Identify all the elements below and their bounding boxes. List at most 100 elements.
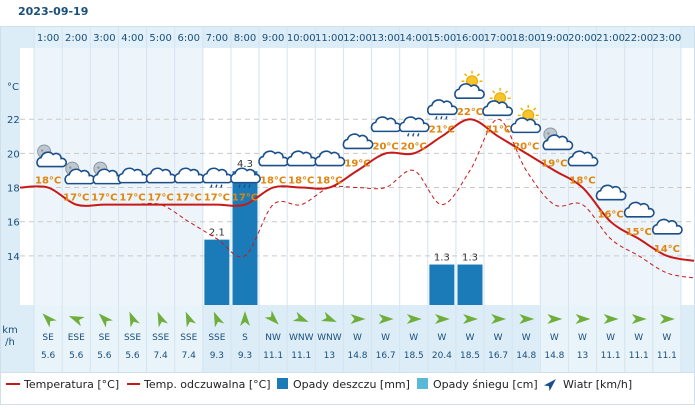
wind-direction-label: W (466, 333, 475, 343)
cloud-shape (595, 184, 627, 201)
wind-direction-label: SSE (124, 333, 141, 343)
forecast-date: 2023-09-19 (18, 5, 89, 18)
night-partly-cloudy-icon (92, 161, 124, 185)
wind-direction-label: SSE (152, 333, 169, 343)
wind-speed-label: 11.1 (629, 351, 649, 361)
wind-direction-label: SE (42, 333, 54, 343)
wind-speed-label: 7.4 (182, 351, 197, 361)
raindrop (220, 184, 223, 188)
temperature-label: 16°C (597, 210, 623, 221)
hour-label: 23:00 (652, 33, 681, 44)
wind-direction-label: WNW (289, 333, 314, 343)
wind-speed-label: 13 (577, 351, 588, 361)
cloud-shape (454, 83, 485, 100)
cloudy-icon (567, 150, 599, 167)
wind-arrow-shape (42, 313, 57, 328)
wind-speed-label: 7.4 (153, 351, 168, 361)
hour-label: 12:00 (343, 33, 372, 44)
wind-arrow-shape (292, 311, 309, 323)
legend-snow-swatch (417, 378, 428, 389)
night-band (652, 26, 681, 372)
cloud-shape (651, 218, 683, 235)
wind-direction-label: NW (265, 333, 281, 343)
raindrop (215, 184, 218, 188)
raindrop (440, 116, 443, 120)
sun-cloud-icon (482, 87, 514, 117)
wind-arrow-shape (378, 314, 394, 324)
wind-arrow-icon (463, 314, 478, 324)
wind-arrow-icon (42, 313, 57, 328)
y-tick-label: 14 (7, 252, 20, 263)
night-partly-cloudy-icon (36, 144, 68, 168)
hour-label: 13:00 (371, 33, 400, 44)
wind-speed-label: 20.4 (432, 351, 452, 361)
raindrop (210, 184, 213, 188)
wind-direction-label: W (353, 333, 362, 343)
hour-label: 11:00 (315, 33, 344, 44)
temperature-label: 18°C (316, 176, 342, 187)
wind-arrow-icon (378, 314, 394, 324)
hour-label: 3:00 (93, 33, 115, 44)
moon-crater (97, 166, 100, 169)
sun-ray (504, 90, 509, 94)
temperature-line (19, 118, 695, 262)
wind-speed-label: 14.8 (347, 351, 367, 361)
wind-direction-label: W (662, 333, 671, 343)
moon-crater (547, 132, 550, 135)
y-tick-label: 20 (7, 149, 20, 160)
hour-label: 16:00 (456, 33, 485, 44)
y-axis-panel (0, 26, 20, 372)
night-band (624, 26, 653, 372)
sun-ray (520, 107, 524, 111)
hour-label: 20:00 (568, 33, 597, 44)
wind-arrow-shape (463, 314, 478, 324)
temperature-label: 22°C (457, 107, 483, 118)
wind-arrow-shape (575, 314, 591, 324)
wind-arrow-icon (547, 314, 563, 324)
wind-arrow-shape (406, 314, 422, 324)
night-band (90, 26, 119, 372)
wind-unit-label: km (2, 325, 18, 336)
temperature-label: 19°C (541, 158, 567, 169)
hour-label: 6:00 (178, 33, 200, 44)
temperature-label: 17°C (91, 193, 117, 204)
wind-arrow-shape (98, 313, 113, 328)
wind-speed-label: 9.3 (238, 351, 252, 361)
wind-arrow-shape (320, 311, 337, 323)
cloud-shape (398, 116, 430, 133)
wind-arrow-icon (406, 314, 422, 324)
cloud-shape (567, 150, 599, 167)
wind-arrow-shape (491, 314, 507, 324)
y-axis-unit: °C (7, 82, 19, 93)
rain-bar (457, 264, 483, 305)
cloud-shape (426, 99, 458, 116)
raindrop (417, 133, 420, 137)
temperature-label: 20°C (513, 141, 539, 152)
night-partly-cloudy-icon (542, 127, 574, 151)
raindrop (435, 116, 438, 120)
temperature-label: 20°C (401, 141, 427, 152)
cloud-shape (542, 134, 574, 151)
wind-arrow-icon (157, 311, 168, 328)
wind-speed-label: 11.1 (601, 351, 621, 361)
wind-direction-label: ESE (68, 333, 85, 343)
y-tick-label: 16 (7, 218, 20, 229)
rain-bar (232, 171, 258, 305)
temperature-label: 18°C (569, 176, 595, 187)
wind-speed-label: 18.5 (404, 351, 424, 361)
wind-speed-label: 11.1 (657, 351, 677, 361)
hour-label: 4:00 (121, 33, 143, 44)
wind-arrow-icon (185, 311, 197, 328)
wind-speed-label: 11.1 (291, 351, 311, 361)
night-band (146, 26, 175, 372)
legend-wind-arrow-icon (543, 379, 556, 392)
night-band (174, 26, 203, 372)
wind-arrow-icon (129, 311, 140, 328)
hours-header-overlay (20, 26, 695, 48)
cloudy-icon (623, 201, 655, 218)
raindrop (243, 184, 246, 188)
wind-arrow-shape (434, 314, 450, 324)
legend-wind-label: Wiatr [km/h] (563, 378, 632, 391)
temperature-label: 15°C (626, 227, 652, 238)
